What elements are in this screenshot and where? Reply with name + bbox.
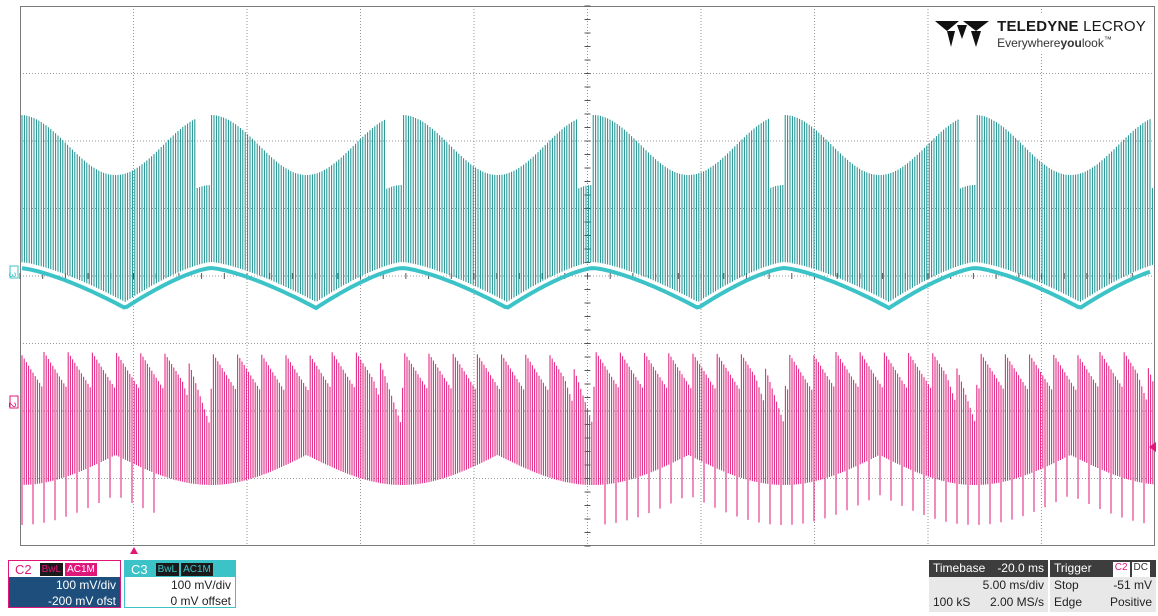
trigger-source-badge: C2 (1112, 562, 1130, 577)
timebase-delay: -20.0 ms (997, 561, 1044, 575)
channel-3-coupling-badge: AC1M (181, 562, 213, 576)
trigger-coupling-badge: DC (1131, 562, 1150, 577)
trigger-level: -51 mV (1113, 578, 1152, 592)
trigger-time-marker (130, 547, 138, 554)
channel-3-trace (21, 115, 1153, 302)
trigger-label: Trigger (1054, 561, 1092, 575)
channel-3-scale: 100 mV/div (170, 578, 231, 592)
trigger-slope: Positive (1109, 595, 1152, 609)
channel-3-baseline (21, 265, 1151, 311)
trigger-descriptor[interactable]: Trigger C2 DC Stop -51 mV Edge Positive (1050, 560, 1156, 612)
teledyne-logo-icon (935, 21, 990, 47)
channel-2-scale: 100 mV/div (55, 578, 116, 592)
channel-3-offset: 0 mV offset (170, 594, 231, 608)
timebase-points: 100 kS (933, 595, 971, 609)
channel-2-name: C2 (15, 561, 32, 577)
trigger-mode: Stop (1054, 578, 1079, 592)
brand-logo: TELEDYNE LECROY Everywhereyoulook™ (929, 14, 1150, 54)
channel-2-coupling-badge: AC1M (65, 562, 97, 576)
channel-2-bw-badge: BwL (39, 562, 64, 576)
timebase-descriptor[interactable]: Timebase -20.0 ms 5.00 ms/div 100 kS 2.0… (929, 560, 1048, 612)
channel-3-ground-marker: 3 (6, 272, 17, 278)
timebase-sample-rate: 2.00 MS/s (989, 595, 1044, 609)
channel-3-bw-badge: BwL (155, 562, 180, 576)
channel-2-ground-marker: 2 (6, 402, 17, 408)
channel-2-descriptor[interactable]: C2 BwL AC1M 100 mV/div -200 mV ofst (8, 560, 121, 608)
channel-2-trace (21, 352, 1154, 525)
channel-3-descriptor[interactable]: C3 BwL AC1M 100 mV/div 0 mV offset (124, 560, 236, 608)
channel-2-offset: -200 mV ofst (47, 594, 116, 608)
channel-2-ground-marker-box (9, 395, 19, 409)
trigger-type: Edge (1054, 595, 1083, 609)
timebase-label: Timebase (933, 561, 986, 575)
trigger-level-marker (1149, 442, 1156, 452)
channel-3-ground-marker-box (9, 265, 19, 279)
channel-3-name: C3 (131, 561, 148, 577)
timebase-per-div: 5.00 ms/div (982, 578, 1044, 592)
brand-tagline: Everywhereyoulook™ (997, 35, 1112, 50)
brand-name: TELEDYNE LECROY (997, 18, 1146, 35)
